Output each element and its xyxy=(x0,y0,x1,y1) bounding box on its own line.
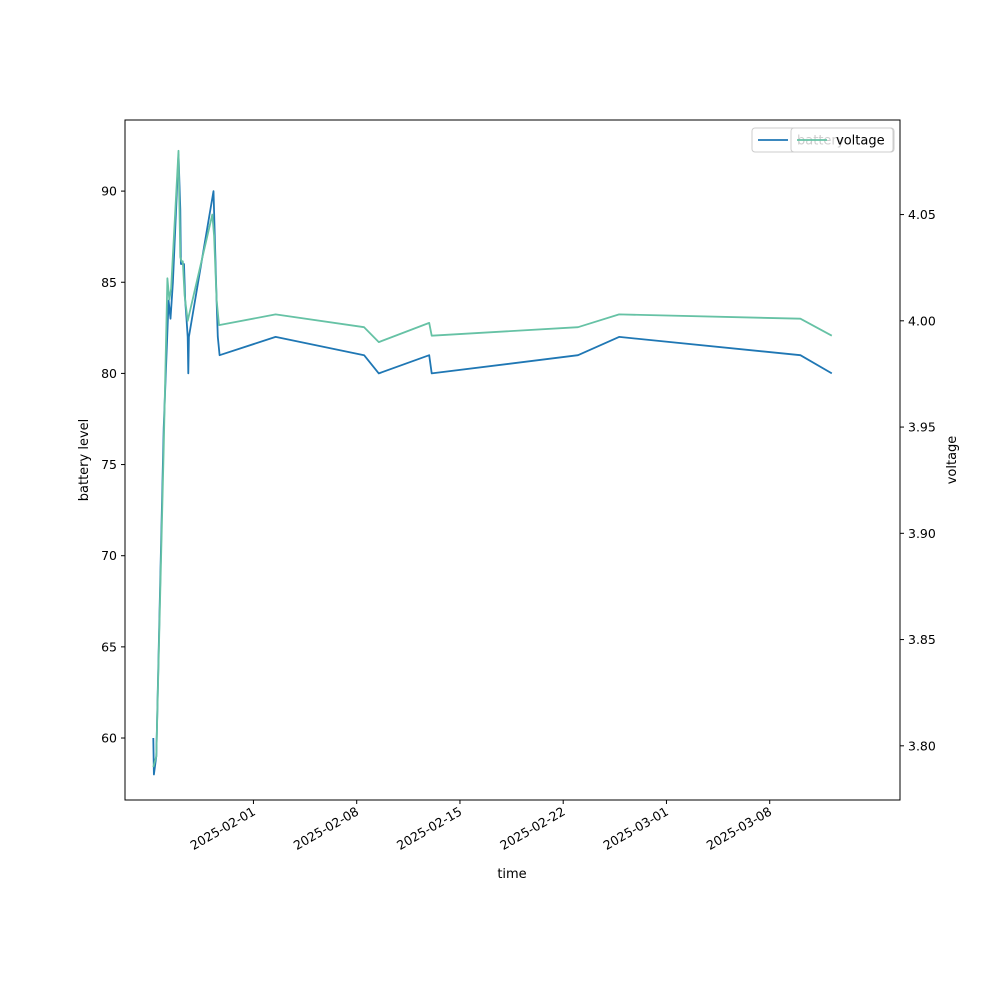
x-axis-ticks: 2025-02-01 2025-02-08 2025-02-15 2025-02-22… xyxy=(188,800,774,853)
y-right-tick-label: 3.90 xyxy=(908,526,936,541)
y-tick-label: 90 xyxy=(101,184,117,199)
y-tick-label: 75 xyxy=(101,457,117,472)
legend-voltage-box xyxy=(790,127,894,153)
series-line-voltage xyxy=(152,149,833,768)
x-tick-label: 2025-02-15 xyxy=(394,804,464,853)
legend-voltage: voltage xyxy=(790,127,894,153)
y-tick-label: 60 xyxy=(101,731,117,746)
y-axis-label: battery level xyxy=(77,419,92,502)
y-right-tick-label: 4.05 xyxy=(908,207,936,222)
y-tick-label: 85 xyxy=(101,275,117,290)
y-right-tick-label: 4.00 xyxy=(908,313,936,328)
x-tick-label: 2025-02-01 xyxy=(188,804,258,853)
plot-background xyxy=(125,120,900,800)
series-layer xyxy=(152,149,833,776)
y-right-axis-label: voltage xyxy=(945,436,960,485)
y-right-tick-label: 3.80 xyxy=(908,738,936,753)
series-line-battery xyxy=(152,153,833,776)
plot-frame xyxy=(124,119,901,801)
legend-voltage-label: voltage xyxy=(836,134,885,149)
x-axis-label: time xyxy=(497,867,526,882)
x-tick-label: 2025-03-08 xyxy=(704,804,774,853)
y-right-tick-label: 3.95 xyxy=(908,420,936,435)
x-tick-label: 2025-02-22 xyxy=(497,804,567,853)
y-tick-label: 70 xyxy=(101,548,117,563)
y-axis-ticks: 60 65 70 75 80 85 90 xyxy=(101,184,125,746)
y-tick-label: 80 xyxy=(101,366,117,381)
y-right-axis-ticks: 3.80 3.85 3.90 3.95 4.00 4.05 xyxy=(900,207,936,753)
x-tick-label: 2025-03-01 xyxy=(601,804,671,853)
x-tick-label: 2025-02-08 xyxy=(291,804,361,853)
y-right-tick-label: 3.85 xyxy=(908,632,936,647)
y-tick-label: 65 xyxy=(101,639,117,654)
